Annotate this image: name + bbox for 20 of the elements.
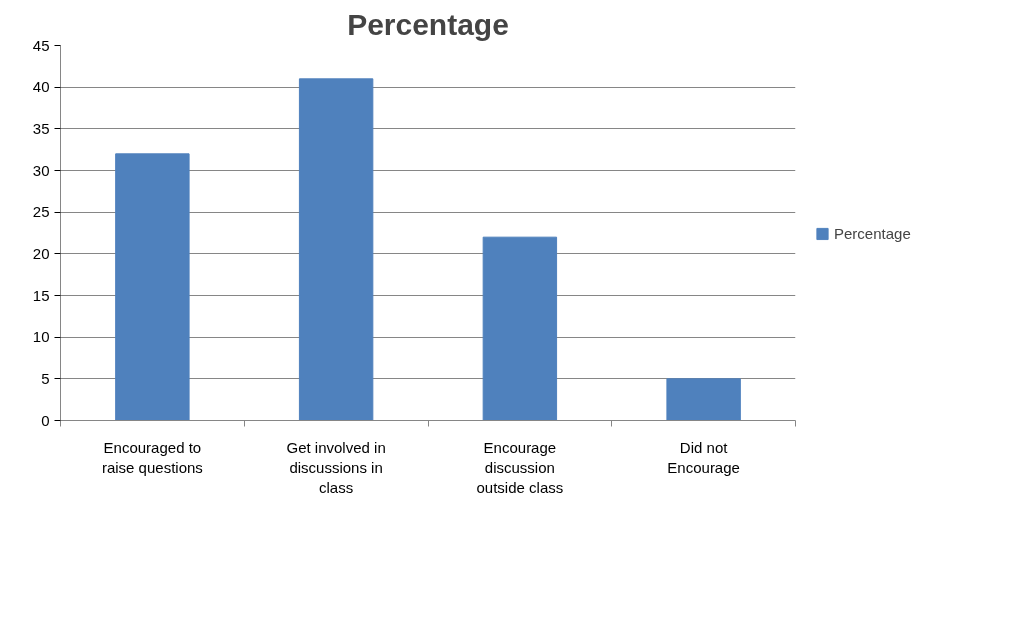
legend-label: Percentage — [834, 224, 911, 242]
y-tick-label: 10 — [32, 328, 50, 346]
chart-title: Percentage — [347, 7, 509, 41]
bar — [115, 153, 190, 421]
x-tick-label: Get involved in discussions in class — [286, 438, 386, 497]
y-tick-label: 0 — [41, 411, 50, 429]
y-tick-label: 35 — [32, 119, 50, 137]
y-tick-label: 15 — [32, 286, 50, 304]
x-tick-label: Encouraged to raise questions — [101, 438, 203, 476]
y-tick-label: 5 — [41, 369, 50, 387]
y-tick-label: 20 — [32, 244, 50, 262]
bar — [298, 78, 374, 421]
bar — [666, 378, 741, 421]
bar — [482, 236, 558, 421]
y-tick-label: 30 — [32, 161, 50, 179]
x-tick-label: Did not Encourage — [667, 438, 740, 476]
y-tick-label: 40 — [32, 78, 50, 96]
x-tick-label: Encourage discussion outside class — [476, 438, 564, 497]
y-tick-label: 25 — [32, 203, 50, 221]
y-tick-label: 45 — [32, 36, 50, 54]
